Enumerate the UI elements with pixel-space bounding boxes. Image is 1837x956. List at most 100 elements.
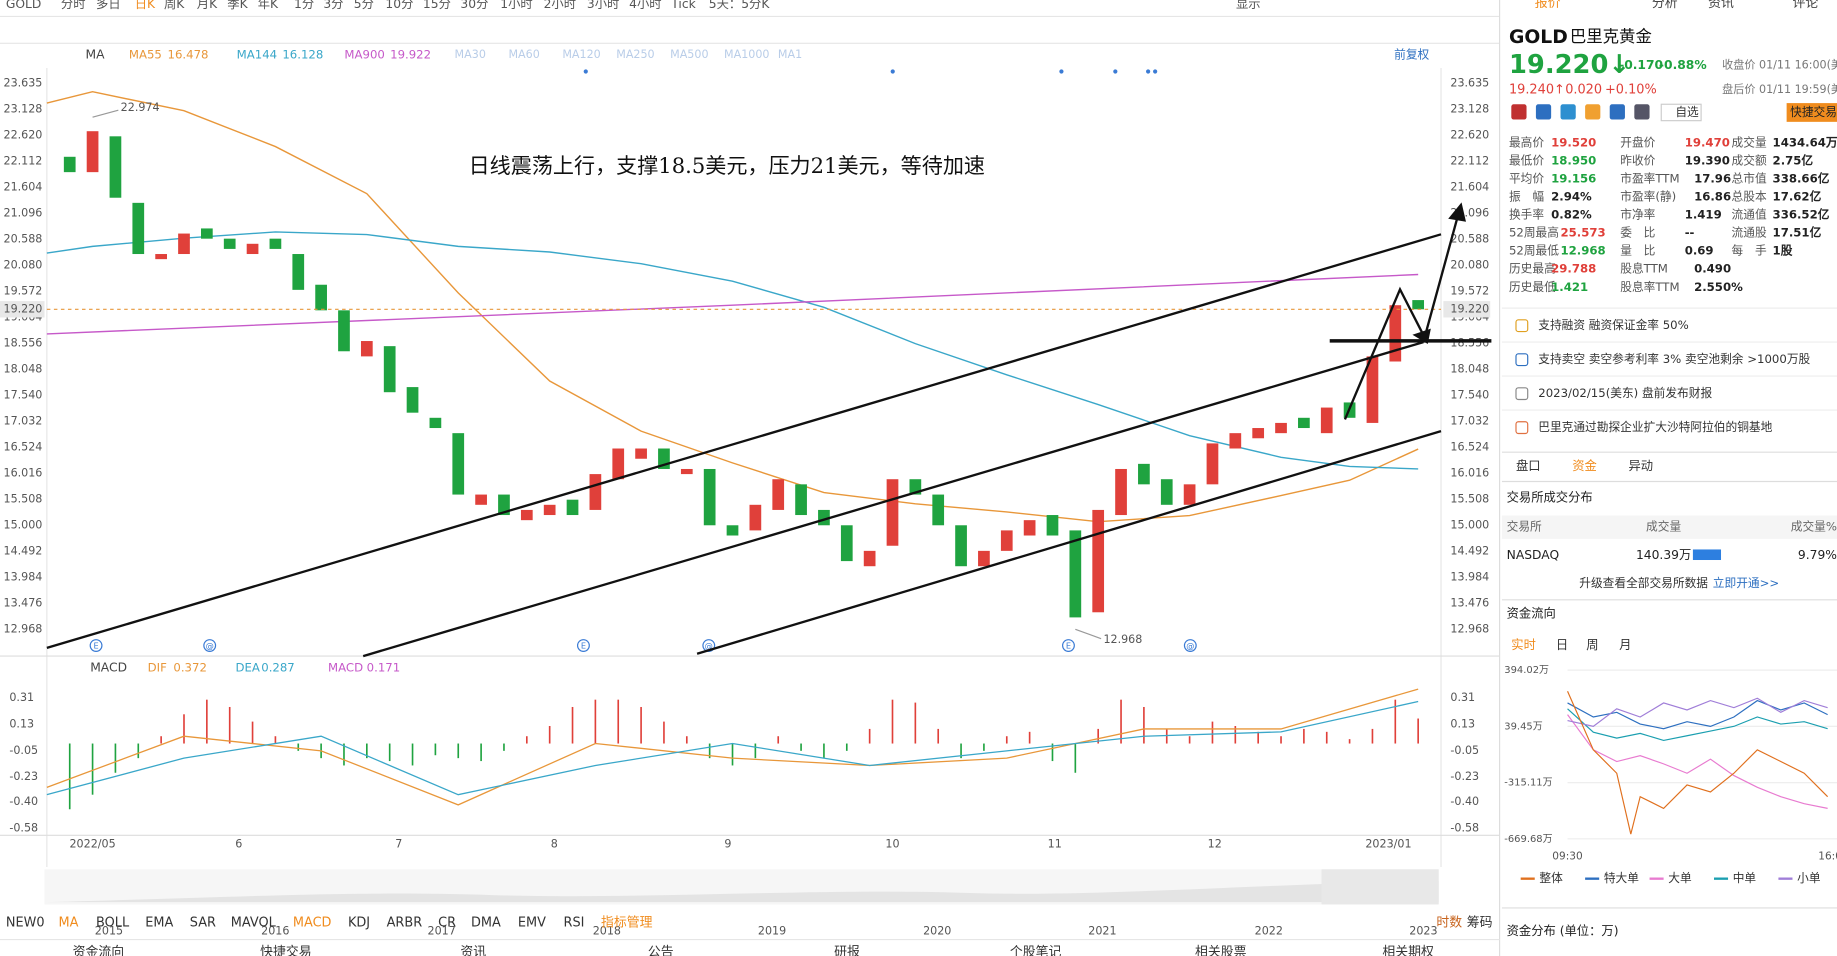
watch[interactable]: 自选 — [1675, 105, 1699, 119]
y-tick-label: 23.635 — [1450, 76, 1489, 89]
event-mark[interactable] — [203, 639, 217, 652]
toolbar-item[interactable]: 1小时 — [500, 0, 532, 11]
indicator-tab[interactable]: ARBR — [387, 916, 423, 931]
toolbar-item[interactable]: 2小时 — [544, 0, 576, 11]
flow-legend[interactable]: 特大单 — [1604, 871, 1639, 885]
bottom-tab[interactable]: 个股笔记 — [1010, 944, 1062, 956]
indicator-tab[interactable]: CR — [438, 916, 456, 931]
toolbar-item[interactable]: 5分 — [354, 0, 374, 11]
quick-trade-button[interactable] — [1786, 103, 1837, 122]
bottom-tab[interactable]: 相关期权 — [1382, 944, 1434, 956]
icon[interactable] — [1634, 104, 1650, 120]
toolbar-item[interactable]: 30分 — [460, 0, 488, 11]
toolbar-item[interactable]: 多日 — [96, 0, 121, 11]
flow-legend[interactable]: 中单 — [1733, 871, 1757, 885]
sub-tab[interactable]: 盘口 — [1516, 458, 1541, 473]
bottom-tab[interactable]: 相关股票 — [1195, 945, 1247, 956]
toolbar-item[interactable]: 15分 — [423, 0, 451, 11]
toolbar-item[interactable]: 显示 — [1236, 0, 1261, 11]
y-tick-label: 16.524 — [1450, 440, 1489, 453]
toolbar-item[interactable]: 3小时 — [587, 0, 619, 11]
y-tick-label: 15.000 — [4, 518, 43, 531]
sub-tab[interactable]: 资金 — [1572, 458, 1597, 473]
indicator-tab[interactable]: NEW0 — [6, 916, 45, 931]
icon[interactable] — [1585, 104, 1601, 120]
icon[interactable] — [1609, 104, 1625, 120]
toolbar-item[interactable]: 日K — [135, 0, 156, 11]
icon[interactable] — [1535, 104, 1552, 120]
toolbar-item[interactable]: 10分 — [385, 0, 413, 11]
event-mark[interactable] — [576, 639, 590, 652]
toolbar-item[interactable]: 季K — [227, 0, 248, 11]
y-tick-label: 17.032 — [4, 414, 43, 427]
indicator-tab[interactable]: SAR — [190, 916, 216, 931]
y-tick-label: 0.31 — [1450, 691, 1475, 704]
toolbar-item[interactable]: 4小时 — [629, 0, 661, 11]
bottom-tab[interactable]: 研报 — [834, 945, 860, 956]
notice[interactable]: 支持融资 融资保证金率 50% — [1538, 318, 1688, 332]
event-mark[interactable] — [1183, 639, 1197, 652]
adjust[interactable]: 前复权 — [1394, 48, 1429, 62]
watch-button[interactable] — [1660, 103, 1702, 122]
trend-line — [46, 233, 1442, 650]
icon[interactable] — [1511, 104, 1527, 120]
year-label: 2022 — [1255, 924, 1283, 937]
indicator-tab[interactable]: EMA — [145, 916, 173, 931]
panel-tab[interactable]: 报价 — [1535, 0, 1561, 11]
quick-trade[interactable]: 快捷交易 — [1790, 105, 1837, 119]
toolbar-item[interactable]: 3分 — [323, 0, 343, 11]
candle — [178, 233, 190, 255]
indicator-tab[interactable]: MA — [59, 916, 79, 931]
navigator-window[interactable] — [1321, 869, 1439, 905]
toolbar-item[interactable]: 1分 — [294, 0, 314, 11]
corner-tab[interactable]: 时数 — [1436, 916, 1462, 931]
candle — [338, 310, 350, 352]
indicator-tab[interactable]: MAVOL — [231, 916, 277, 931]
indicator-tab[interactable]: EMV — [518, 916, 546, 931]
notice[interactable]: 2023/02/15(美东) 盘前发布财报 — [1538, 386, 1712, 400]
bottom-tab[interactable]: 公告 — [648, 945, 674, 956]
toolbar-item[interactable]: 月K — [197, 0, 218, 11]
flow-legend[interactable]: 大单 — [1668, 871, 1692, 885]
year-label: 2020 — [923, 924, 951, 937]
notice[interactable]: 支持卖空 卖空参考利率 3% 卖空池剩余 >1000万股 — [1538, 352, 1810, 366]
indicator-tab[interactable]: MACD — [293, 916, 332, 931]
y-tick-label: -0.40 — [1450, 795, 1479, 808]
indicator-tab[interactable]: BOLL — [96, 916, 130, 931]
flow-tab[interactable]: 月 — [1619, 638, 1631, 652]
indicator-tab[interactable]: KDJ — [348, 916, 370, 931]
event-mark[interactable] — [1062, 639, 1075, 652]
toolbar-item[interactable]: Tick — [670, 0, 696, 11]
toolbar-item[interactable]: 年K — [258, 0, 279, 11]
toolbar-item[interactable]: GOLD — [6, 0, 42, 11]
bottom-tab[interactable]: 资金流向 — [73, 944, 125, 956]
x-tick-label: 8 — [551, 838, 558, 851]
indicator-tab[interactable]: RSI — [564, 916, 585, 931]
icon[interactable] — [1560, 104, 1576, 120]
indicator-tab[interactable]: DMA — [471, 916, 501, 931]
upgrade-link[interactable]: 立即开通>> — [1713, 576, 1779, 590]
flow-tab[interactable]: 日 — [1556, 638, 1568, 652]
candle — [1275, 422, 1287, 434]
toolbar-item[interactable]: 周K — [164, 0, 185, 11]
indicator-tab[interactable]: 指标管理 — [601, 916, 653, 931]
notice[interactable]: 巴里克通过勘探企业扩大沙特阿拉伯的铜基地 — [1538, 420, 1772, 434]
panel-tab[interactable]: 资讯 — [1708, 0, 1734, 11]
bottom-tab[interactable]: 快捷交易 — [260, 944, 312, 956]
corner-tab[interactable]: 筹码 — [1467, 915, 1493, 931]
sub-tab[interactable]: 异动 — [1628, 459, 1653, 473]
panel-tab[interactable]: 评论 — [1792, 0, 1818, 11]
panel-tab[interactable]: 分析 — [1652, 0, 1678, 11]
toolbar-item[interactable]: 5天：5分K — [709, 0, 771, 11]
dot-mark — [1153, 69, 1158, 74]
toolbar-item[interactable]: 分时 — [61, 0, 86, 11]
candle — [658, 448, 670, 469]
flow-tab[interactable]: 周 — [1586, 638, 1598, 652]
event-mark[interactable] — [89, 639, 103, 652]
flow-legend[interactable]: 整体 — [1539, 871, 1563, 885]
bottom-tab[interactable]: 资讯 — [460, 945, 486, 956]
legend-value: 16.128 — [282, 48, 323, 62]
flow-legend[interactable]: 小单 — [1797, 871, 1821, 885]
flow-tab[interactable]: 实时 — [1511, 637, 1536, 652]
